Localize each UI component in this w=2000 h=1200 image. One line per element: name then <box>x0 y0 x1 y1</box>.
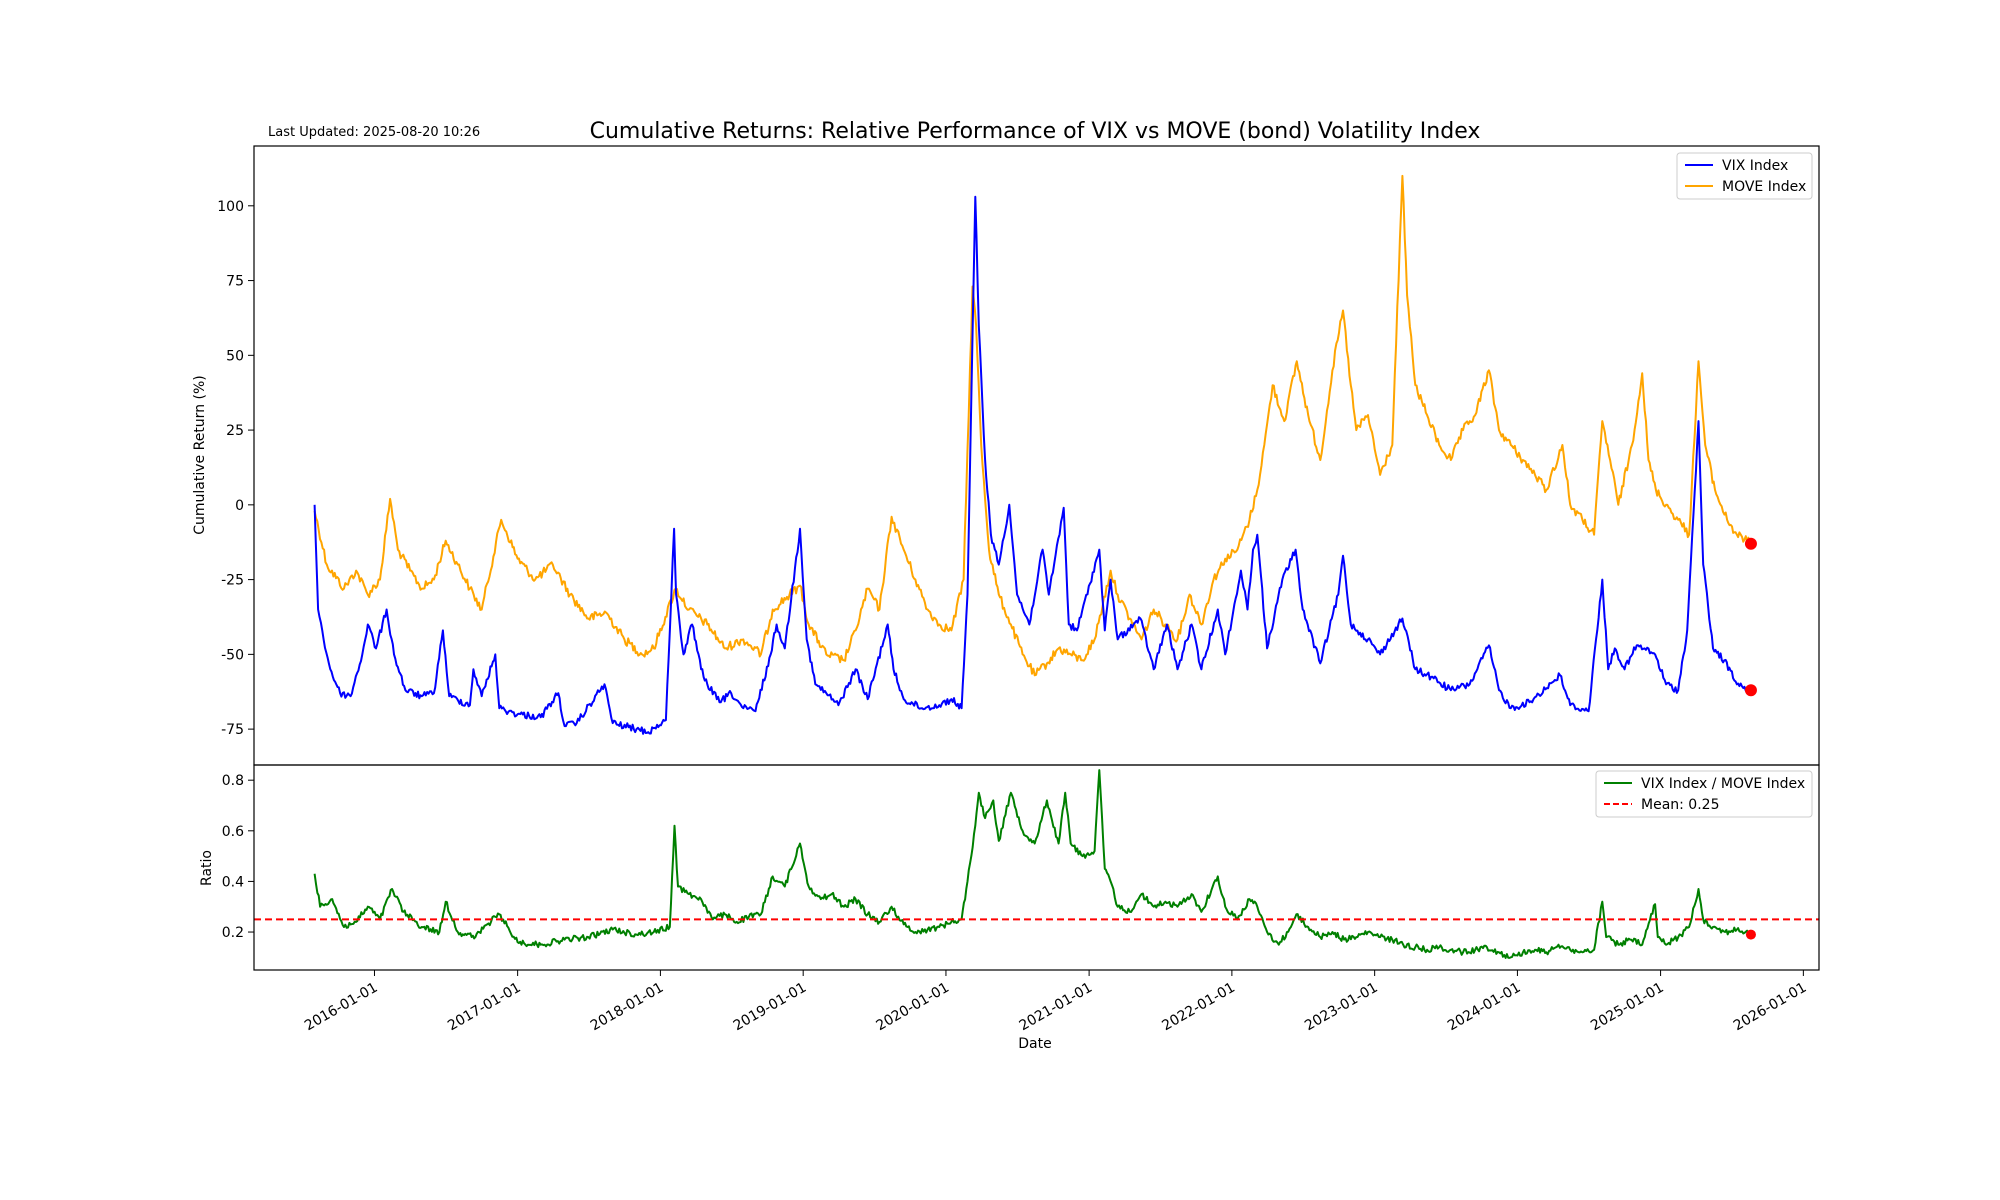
move-index-line <box>313 174 1752 677</box>
top-end-markers <box>1744 537 1757 697</box>
x-tick-label: 2026-01-01 <box>1731 980 1809 1035</box>
bottom-legend-box <box>1595 770 1813 818</box>
top-y-tick-label: 75 <box>226 274 244 290</box>
x-tick-label: 2018-01-01 <box>588 980 666 1035</box>
legend-mean-label: Mean: 0.25 <box>1641 797 1719 813</box>
legend-vix-label: VIX Index <box>1722 158 1788 174</box>
last-updated-label: Last Updated: 2025-08-20 10:26 <box>268 125 480 140</box>
x-tick-label: 2016-01-01 <box>302 980 380 1035</box>
x-tick-label: 2022-01-01 <box>1159 980 1237 1035</box>
top-y-tick-label: 25 <box>226 423 244 439</box>
end-marker <box>1744 537 1757 550</box>
bottom-y-tick-label: 0.6 <box>222 824 244 840</box>
end-marker <box>1744 684 1757 697</box>
legend-move-label: MOVE Index <box>1722 179 1806 195</box>
x-ticks: 2016-01-01 2017-01-01 2018-01-01 2019-01-01… <box>302 970 1809 1034</box>
bottom-end-markers <box>1745 929 1756 940</box>
bottom-y-tick-label: 0.8 <box>222 773 244 789</box>
x-tick-label: 2020-01-01 <box>873 980 951 1035</box>
vix-index-line <box>313 195 1752 735</box>
end-marker <box>1745 929 1756 940</box>
top-y-tick-label: 100 <box>217 199 244 215</box>
bottom-y-ticks: 0.2 0.4 0.6 0.8 <box>222 773 254 941</box>
x-tick-label: 2024-01-01 <box>1445 980 1523 1035</box>
top-legend: VIX Index MOVE Index <box>1676 152 1813 200</box>
bottom-axes-frame <box>253 764 1820 971</box>
x-tick-label: 2021-01-01 <box>1017 980 1095 1035</box>
top-y-tick-label: -75 <box>221 722 244 738</box>
bottom-y-axis-label: Ratio <box>199 850 215 886</box>
top-y-tick-label: -50 <box>221 647 244 663</box>
bottom-panel: 0.20.40.60.8 Ratio 2016-01-01 2017-01-01 2… <box>199 764 1820 1052</box>
x-axis-label: Date <box>1018 1036 1051 1052</box>
legend-ratio-label: VIX Index / MOVE Index <box>1641 776 1805 792</box>
top-series-lines <box>313 174 1752 735</box>
x-tick-label: 2025-01-01 <box>1588 980 1666 1035</box>
bottom-y-tick-label: 0.2 <box>222 925 244 941</box>
top-panel: -75 -50 -25 0 25 50 75 100 Cumulative Return (%… <box>192 145 1820 766</box>
ratio-line <box>313 769 1752 959</box>
top-y-ticks: -75 -50 -25 0 25 50 75 100 <box>217 199 254 738</box>
chart-title: Cumulative Returns: Relative Performance… <box>590 119 1481 144</box>
bottom-legend: VIX Index / MOVE Index Mean: 0.25 <box>1595 770 1813 818</box>
x-tick-label: 2017-01-01 <box>445 980 523 1035</box>
top-y-tick-label: -25 <box>221 573 244 589</box>
x-tick-label: 2019-01-01 <box>731 980 809 1035</box>
top-y-axis-label: Cumulative Return (%) <box>192 375 208 535</box>
top-y-tick-label: 0 <box>235 498 244 514</box>
bottom-series-lines <box>254 769 1819 959</box>
x-tick-label: 2023-01-01 <box>1302 980 1380 1035</box>
top-y-tick-label: 50 <box>226 348 244 364</box>
bottom-y-tick-label: 0.4 <box>222 874 244 890</box>
